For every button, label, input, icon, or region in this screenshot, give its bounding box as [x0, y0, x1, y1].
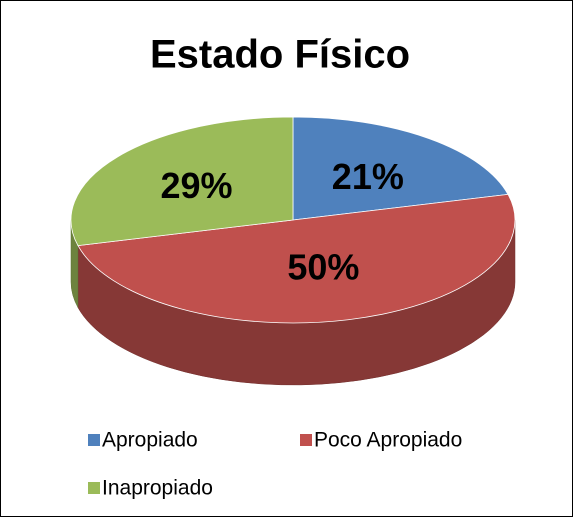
data-label: 50% [287, 246, 359, 287]
data-label: 21% [332, 156, 404, 197]
pie-slice [292, 116, 509, 221]
pie-slice [70, 116, 294, 247]
legend-label: Apropiado [102, 429, 198, 452]
data-label: 29% [160, 165, 232, 206]
legend-swatch [88, 482, 100, 494]
pie-slice [77, 193, 516, 324]
legend-label: Poco Apropiado [314, 429, 462, 452]
legend-label: Inapropiado [102, 477, 213, 500]
chart-title: Estado Físico [150, 33, 410, 77]
legend-swatch [300, 434, 312, 446]
legend-swatch [88, 434, 100, 446]
